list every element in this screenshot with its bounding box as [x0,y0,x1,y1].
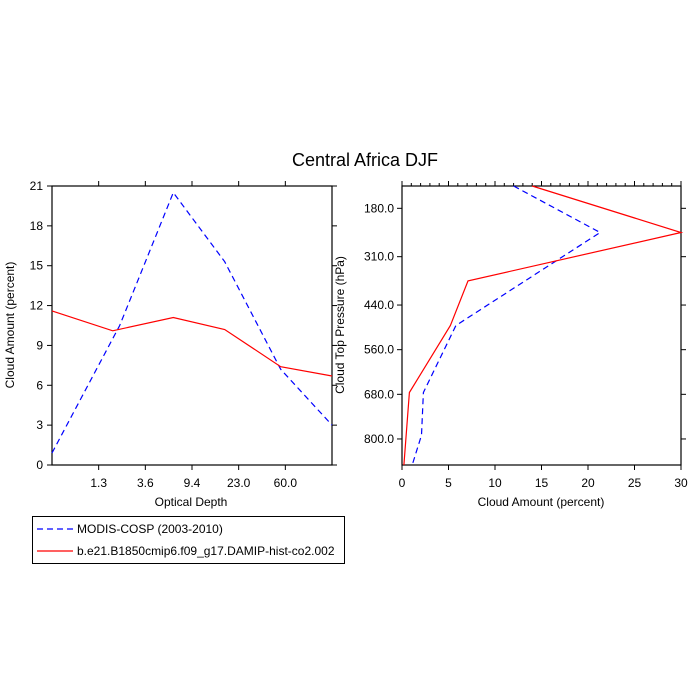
right-y-tick-label: 440.0 [364,298,394,312]
legend-entry-model: b.e21.B1850cmip6.f09_g17.DAMIP-hist-co2.… [37,541,335,561]
left-y-tick-label: 9 [36,338,43,352]
left-x-tick-label: 9.4 [184,476,201,490]
right-series-lines [403,185,684,466]
legend-solid-swatch [37,550,73,552]
right-y-tick-label: 800.0 [364,432,394,446]
left-series-lines [51,191,333,454]
left-plot-frame [51,185,333,466]
right-y-ticks: 180.0 310.0 440.0 560.0 680.0 800.0 [364,201,686,446]
left-x-tick-label: 1.3 [90,476,107,490]
left-series-modis-line [51,191,333,454]
left-chart-panel: 0 3 6 9 12 15 18 21 1.3 3.6 9.4 23.0 60.0 Optical D… [3,179,337,509]
right-chart-panel: 180.0 310.0 440.0 560.0 680.0 800.0 0 5 10 15 20 2… [333,181,688,509]
left-x-tick-label: 23.0 [227,476,251,490]
left-y-tick-label: 21 [30,179,44,193]
left-y-ticks: 0 3 6 9 12 15 18 21 [30,179,337,472]
right-x-tick-label: 20 [581,476,595,490]
right-x-axis-label: Cloud Amount (percent) [478,495,605,509]
left-y-tick-label: 15 [30,259,44,273]
right-x-tick-label: 0 [399,476,406,490]
right-x-tick-label: 10 [488,476,502,490]
right-y-tick-label: 680.0 [364,387,394,401]
right-y-tick-label: 310.0 [364,250,394,264]
left-y-tick-label: 6 [36,378,43,392]
right-y-tick-label: 180.0 [364,201,394,215]
right-x-tick-label: 5 [445,476,452,490]
left-x-ticks: 1.3 3.6 9.4 23.0 60.0 [90,181,297,490]
right-y-axis-label: Cloud Top Pressure (hPa) [333,256,347,394]
left-x-tick-label: 3.6 [137,476,154,490]
legend-label-modis: MODIS-COSP (2003-2010) [77,522,223,536]
figure-title: Central Africa DJF [292,150,438,170]
chart-legend: MODIS-COSP (2003-2010) b.e21.B1850cmip6.… [32,516,345,564]
right-x-ticks: 0 5 10 15 20 25 30 [399,181,688,490]
left-y-tick-label: 3 [36,418,43,432]
left-y-tick-label: 18 [30,219,44,233]
left-series-model-line [51,310,333,377]
right-y-tick-label: 560.0 [364,343,394,357]
left-y-axis-label: Cloud Amount (percent) [3,262,17,389]
left-x-axis-label: Optical Depth [155,495,228,509]
right-series-modis-line [411,185,602,466]
right-x-tick-label: 25 [628,476,642,490]
legend-entry-modis: MODIS-COSP (2003-2010) [37,519,223,539]
left-y-tick-label: 12 [30,299,44,313]
right-plot-frame [401,185,682,466]
legend-dashed-swatch [37,528,73,530]
right-x-tick-label: 30 [674,476,688,490]
right-x-tick-label: 15 [535,476,549,490]
left-x-tick-label: 60.0 [274,476,298,490]
legend-label-model: b.e21.B1850cmip6.f09_g17.DAMIP-hist-co2.… [77,544,335,558]
right-series-model-line [403,185,684,466]
left-y-tick-label: 0 [36,458,43,472]
